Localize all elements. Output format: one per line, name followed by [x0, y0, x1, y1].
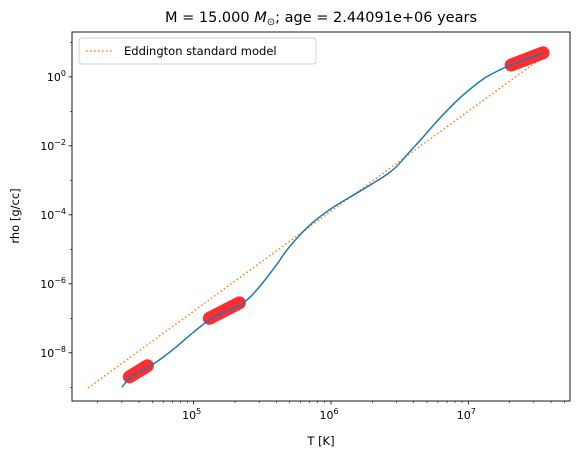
y-tick-label: 10−2	[40, 138, 66, 153]
legend-box	[78, 37, 317, 65]
legend-label-eddington: Eddington standard model	[124, 44, 277, 58]
plot-content	[87, 46, 550, 389]
axis-ticks: 105 106 107 10−8 10−6 10−4 10−2 100	[40, 42, 565, 422]
y-axis-label: rho [g/cc]	[8, 188, 22, 243]
y-tick-label: 10−6	[40, 276, 66, 291]
series-model-profile-line	[121, 52, 544, 388]
x-axis-label: T [K]	[306, 434, 334, 448]
highlight-segment-2	[202, 296, 246, 325]
y-tick-label: 100	[47, 69, 66, 84]
x-tick-label: 105	[182, 407, 201, 422]
x-tick-label: 106	[319, 407, 338, 422]
y-tick-label: 10−4	[40, 207, 66, 222]
legend: Eddington standard model	[78, 37, 317, 65]
y-tick-label: 10−8	[40, 345, 66, 360]
x-tick-label: 107	[457, 407, 476, 422]
chart-title: M = 15.000 M⊙; age = 2.44091e+06 years	[165, 10, 477, 28]
series-eddington-line	[87, 56, 544, 389]
axes-frame	[71, 31, 571, 402]
